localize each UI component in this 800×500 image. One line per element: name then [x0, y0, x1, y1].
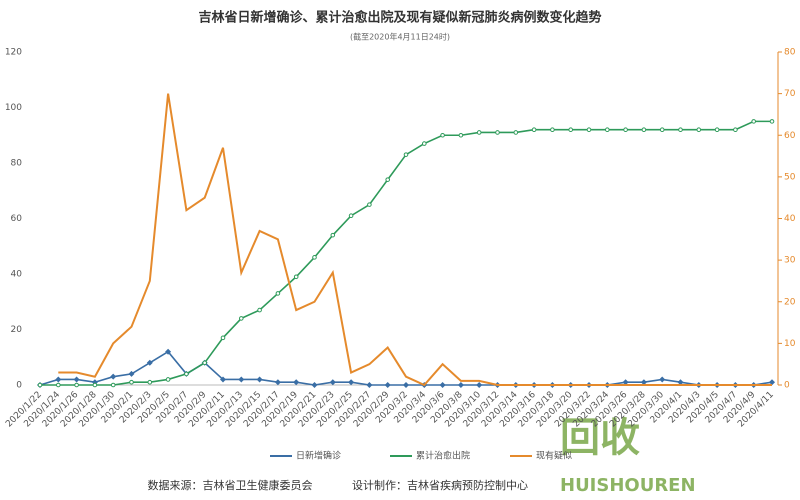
point — [330, 232, 336, 238]
legend-label: 日新增确诊 — [296, 450, 341, 462]
point — [641, 127, 647, 132]
point — [751, 119, 757, 124]
point — [550, 127, 555, 132]
point — [146, 359, 153, 366]
point — [110, 382, 116, 388]
y2-tick-label: 80 — [784, 48, 796, 58]
point — [274, 379, 281, 386]
point — [311, 382, 318, 388]
point — [476, 382, 483, 388]
point — [513, 130, 519, 135]
y2-tick-label: 10 — [784, 339, 796, 349]
point — [769, 119, 775, 124]
point — [385, 177, 391, 182]
point — [74, 382, 79, 388]
legend-label: 现有疑似 — [536, 450, 572, 462]
point — [769, 379, 775, 386]
point — [110, 373, 117, 380]
point — [476, 130, 482, 135]
y-tick-label: 40 — [11, 270, 23, 280]
y2-tick-label: 30 — [784, 256, 796, 266]
point — [275, 291, 281, 296]
point — [238, 376, 245, 383]
point — [384, 382, 391, 388]
point — [495, 130, 500, 135]
legend-label: 累计治愈出院 — [416, 450, 470, 462]
point — [622, 379, 629, 386]
y-tick-label: 60 — [11, 214, 23, 224]
point — [348, 379, 355, 386]
point — [147, 379, 153, 385]
watermark: HUISHOUREN — [560, 475, 696, 496]
point — [623, 127, 628, 132]
point — [733, 127, 738, 132]
point — [202, 360, 207, 366]
point — [367, 202, 372, 207]
point — [239, 316, 244, 321]
point — [312, 255, 317, 260]
source-note: 数据来源：吉林省卫生健康委员会 — [148, 478, 313, 492]
point — [56, 382, 61, 388]
point — [257, 307, 262, 313]
y-tick-label: 0 — [16, 381, 22, 391]
point — [92, 382, 98, 388]
point — [220, 376, 226, 383]
point — [165, 377, 171, 382]
y2-tick-label: 0 — [784, 381, 790, 391]
series-line — [58, 93, 772, 387]
point — [73, 376, 80, 383]
point — [37, 382, 43, 388]
point — [293, 379, 300, 386]
point — [184, 371, 189, 377]
y-tick-label: 80 — [11, 159, 23, 169]
y-tick-label: 20 — [11, 325, 23, 335]
point — [640, 379, 647, 386]
point — [403, 382, 409, 388]
y-tick-label: 120 — [5, 48, 22, 58]
point — [293, 274, 299, 280]
point — [422, 141, 427, 146]
y2-tick-label: 60 — [784, 131, 796, 141]
point — [366, 382, 373, 388]
point — [586, 127, 592, 132]
point — [128, 370, 135, 377]
point — [256, 376, 263, 383]
point — [531, 127, 537, 132]
designer-note: 设计制作：吉林省疾病预防控制中心 — [352, 478, 528, 492]
point — [55, 376, 62, 383]
point — [659, 127, 665, 132]
point — [439, 382, 446, 388]
point — [165, 348, 172, 355]
chart-title: 吉林省日新增确诊、累计治愈出院及现有疑似新冠肺炎病例数变化趋势 — [198, 10, 601, 26]
point — [568, 127, 574, 132]
point — [329, 379, 336, 386]
point — [457, 382, 464, 388]
y2-tick-label: 50 — [784, 172, 796, 182]
point — [678, 127, 683, 132]
y2-tick-label: 40 — [784, 214, 796, 224]
point — [696, 127, 702, 132]
point — [677, 379, 684, 386]
series-line — [40, 120, 772, 386]
point — [605, 127, 610, 132]
point — [440, 132, 445, 138]
point — [714, 127, 720, 132]
y2-tick-label: 20 — [784, 297, 796, 307]
point — [129, 379, 134, 385]
y-tick-label: 100 — [5, 103, 22, 113]
chart-subtitle: (截至2020年4月11日24时) — [350, 32, 450, 42]
point — [348, 213, 354, 219]
y2-tick-label: 70 — [784, 89, 796, 99]
point — [659, 376, 666, 383]
point — [458, 132, 464, 138]
point — [403, 152, 409, 157]
point — [220, 335, 226, 341]
watermark: 回收 — [560, 415, 640, 461]
